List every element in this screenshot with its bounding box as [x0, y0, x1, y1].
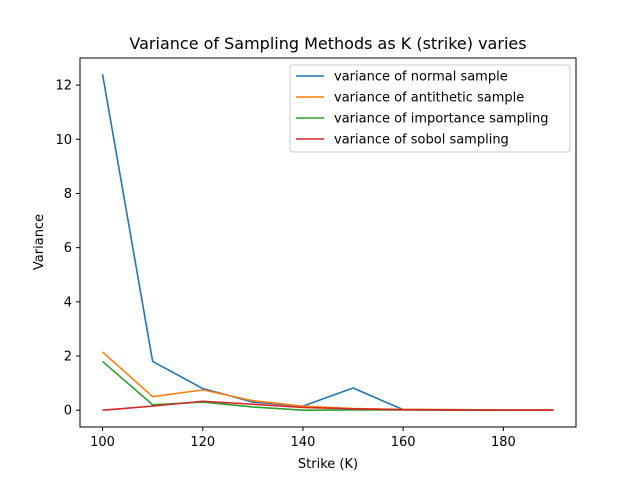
x-tick-label: 180 [491, 435, 516, 450]
y-tick-label: 4 [64, 295, 72, 310]
x-tick-label: 120 [190, 435, 215, 450]
plot-frame [79, 57, 577, 428]
x-axis-label: Strike (K) [298, 457, 358, 472]
y-axis-label: Variance [32, 214, 47, 270]
legend-box [289, 64, 571, 153]
legend-label: variance of sobol sampling [334, 133, 509, 148]
x-tick-label: 140 [291, 435, 316, 450]
y-tick-label: 10 [55, 133, 72, 148]
series-line-4 [102, 400, 554, 412]
legend-label: variance of normal sample [334, 70, 508, 85]
y-tick-label: 12 [55, 79, 72, 94]
y-tick-label: 8 [64, 187, 72, 202]
x-axis: 100 120 140 160 180 [90, 427, 516, 450]
legend: variance of normal sample variance of ant… [289, 64, 571, 153]
y-tick-label: 0 [64, 404, 72, 419]
y-axis: 0 2 4 6 8 10 12 [55, 79, 80, 419]
chart-title: Variance of Sampling Methods as K (strik… [129, 34, 526, 53]
legend-label: variance of importance sampling [334, 112, 549, 127]
y-tick-label: 6 [64, 241, 72, 256]
x-tick-label: 160 [391, 435, 416, 450]
plot-area [101, 74, 554, 412]
x-tick-label: 100 [90, 435, 115, 450]
y-tick-label: 2 [64, 350, 72, 365]
legend-label: variance of antithetic sample [334, 91, 524, 106]
